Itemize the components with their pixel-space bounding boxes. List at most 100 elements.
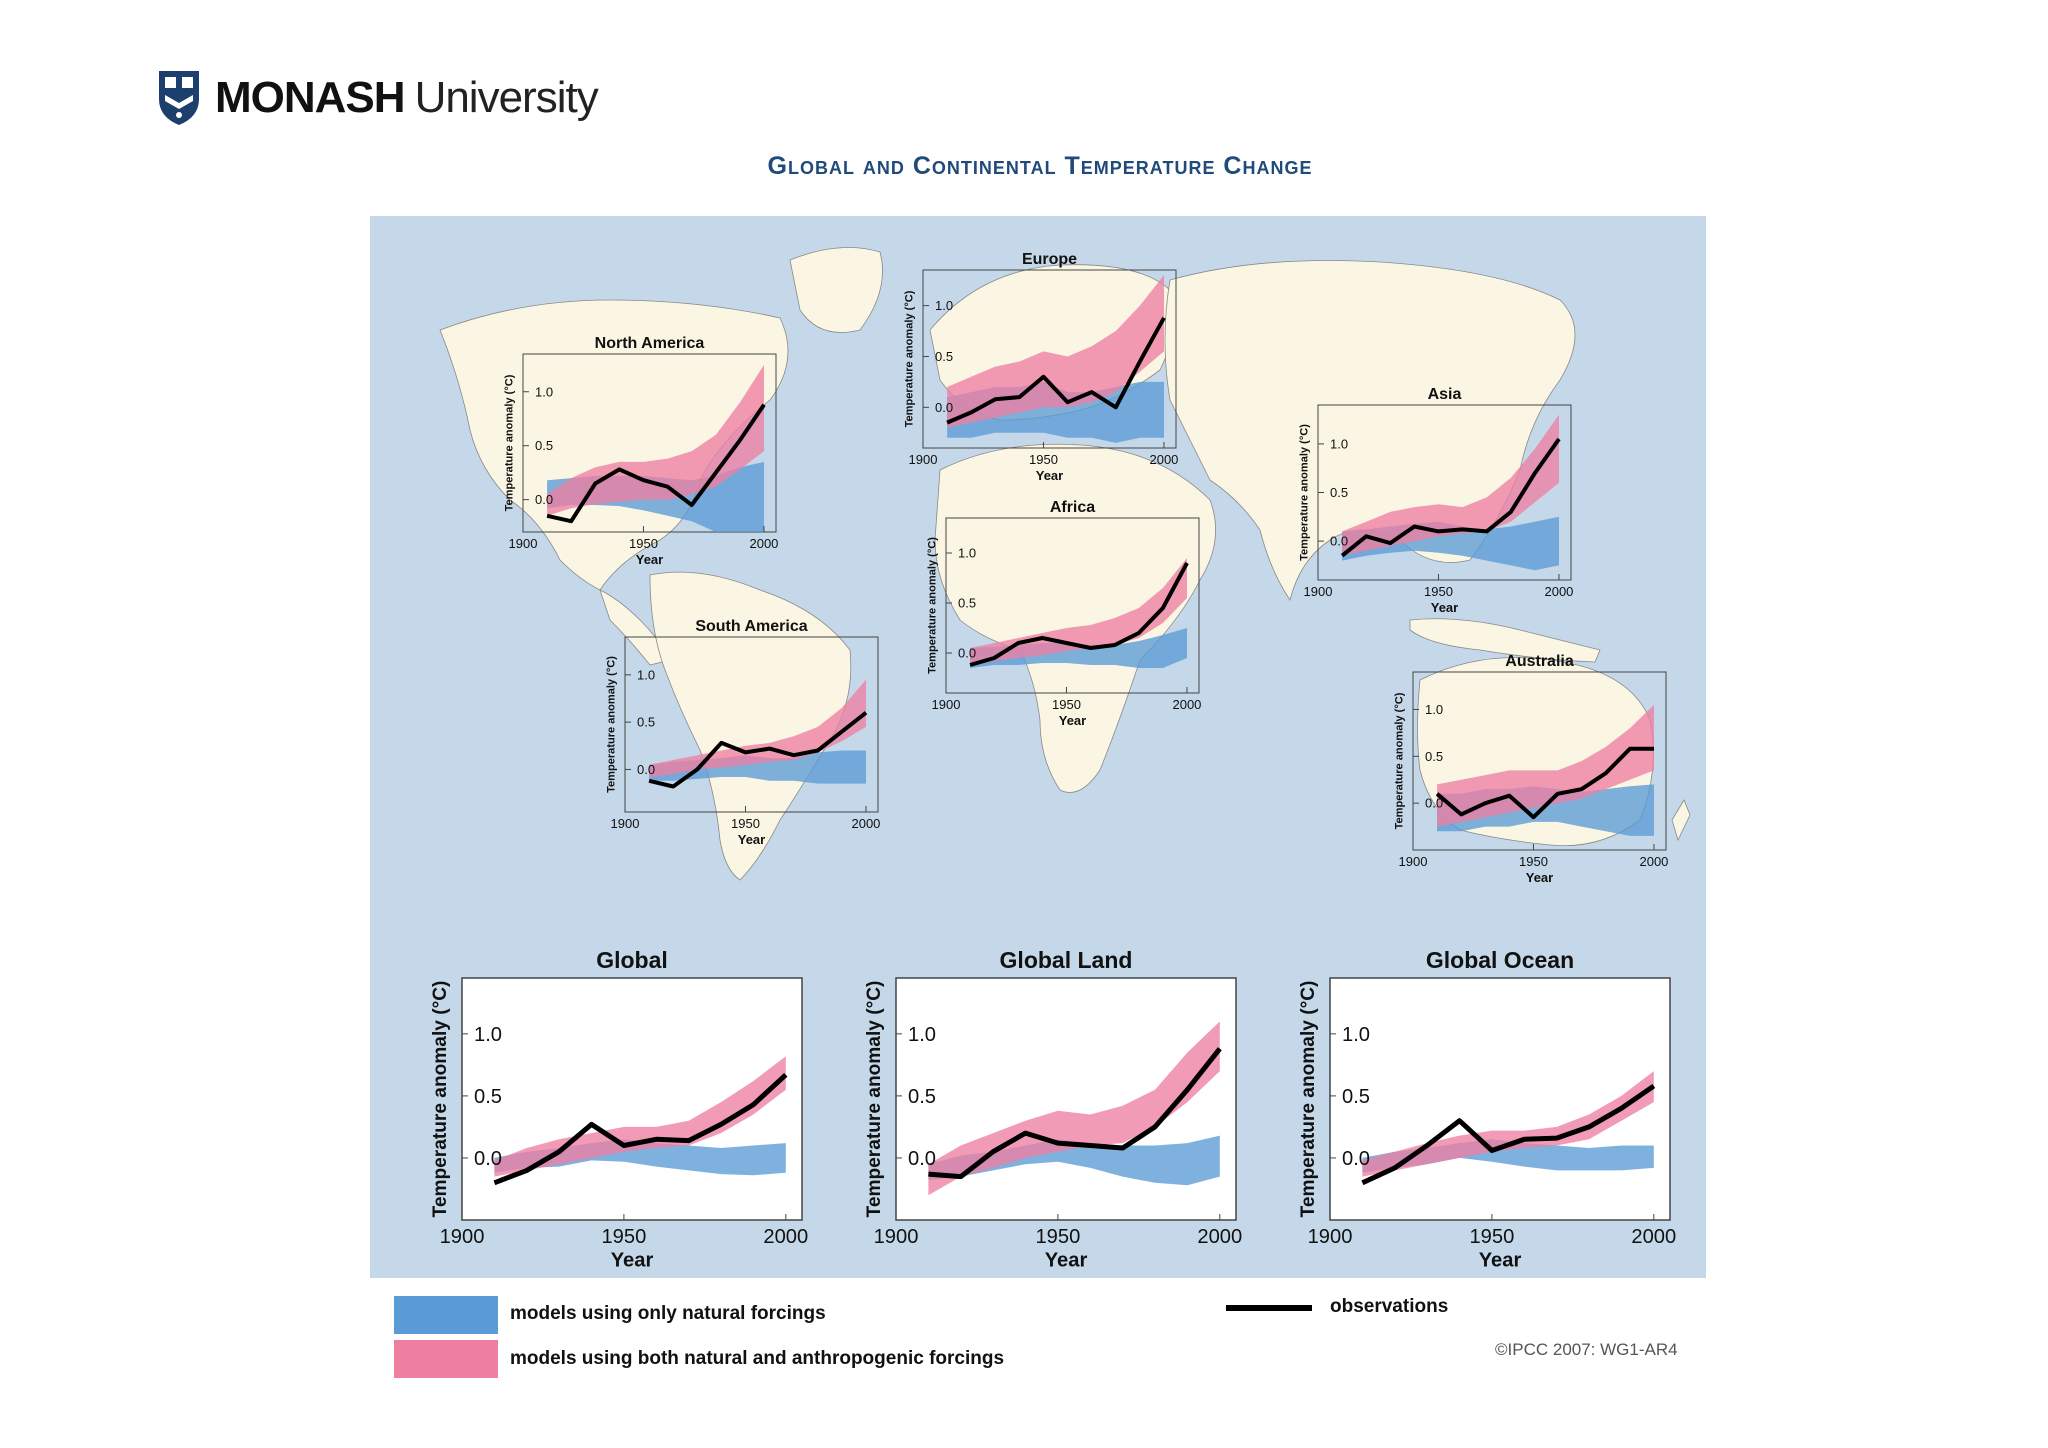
legend-natural-swatch [394,1296,498,1334]
panel-global: Global 1900 1950 2000 Year 0.0 0.5 1.0 Temperatu… [430,947,808,1271]
north-america-frame [522,353,777,533]
europe-xtick-label: 1900 [909,452,938,467]
north-america-xtick-label: 2000 [749,536,778,551]
global-ocean-xtick-label: 2000 [1631,1226,1676,1248]
new-zealand-shape [1671,799,1691,842]
panel-global-land: Global Land 1900 1950 2000 Year 0.0 0.5 1.0 Temp… [864,947,1242,1271]
panel-europe: Europe 1900 1950 2000 Year 0.0 0.5 1.0 Temperatu… [904,251,1179,483]
asia-ytick-label: 0.0 [1330,534,1348,549]
europe-xtick-label: 2000 [1149,452,1178,467]
africa-ylabel: Temperature anomaly (°C) [927,537,939,674]
australia-xtick-label: 2000 [1639,854,1668,869]
global-title: Global [596,947,668,973]
europe-ylabel: Temperature anomaly (°C) [904,290,916,427]
africa-title: Africa [1050,499,1095,516]
global-land-xtick-label: 1900 [874,1226,919,1248]
north-america-ytick-label: 0.5 [535,438,553,453]
asia-title: Asia [1428,386,1462,403]
africa-xtick-label: 1950 [1052,697,1081,712]
legend-both-swatch [394,1340,498,1378]
north-america-observations-line [546,403,766,524]
global-observations-line [493,1072,788,1186]
north-america-xtick-label: 1950 [629,536,658,551]
north-america-xlabel: Year [636,552,663,567]
legend-observations-label: observations [1330,1296,1449,1317]
north-america-ytick-label: 0.0 [535,492,553,507]
australia-anthropogenic-band [1437,704,1654,827]
global-land-ytick-label: 0.5 [908,1086,936,1108]
asia-ytick-label: 1.0 [1330,436,1348,451]
asia-anthropogenic-band [1342,414,1559,556]
global-xtick-label: 1950 [601,1226,646,1248]
australia-observations-line [1435,746,1654,820]
asia-observations-line [1340,437,1561,558]
global-ocean-ytick-label: 1.0 [1342,1024,1370,1046]
indonesia-shape [1409,618,1601,663]
panel-north-america: North America 1900 1950 2000 Year 0.0 0.5 1.0 Te… [504,335,779,567]
panel-south-america: South America 1900 1950 2000 Year 0.0 0.5 1.0 Te… [606,618,881,847]
africa-xlabel: Year [1059,713,1086,728]
global-land-title: Global Land [1000,947,1133,973]
africa-xtick-label: 1900 [932,697,961,712]
north-america-ytick-label: 1.0 [535,384,553,399]
global-ytick-label: 0.5 [474,1086,502,1108]
global-ocean-ytick-label: 0.5 [1342,1086,1370,1108]
global-land-ytick-label: 1.0 [908,1024,936,1046]
south-america-shape [649,571,852,881]
global-xtick-label: 1900 [440,1226,485,1248]
australia-xtick-label: 1950 [1519,854,1548,869]
global-ocean-ylabel: Temperature anomaly (°C) [1298,981,1319,1218]
north-america-xtick-label: 1900 [509,536,538,551]
south-america-title: South America [695,618,807,635]
global-land-ylabel: Temperature anomaly (°C) [864,981,885,1218]
global-ocean-observations-line [1361,1083,1656,1186]
panel-africa: Africa 1900 1950 2000 Year 0.0 0.5 1.0 Temperatu… [927,499,1202,728]
south-america-xtick-label: 1950 [731,816,760,831]
africa-ytick-label: 0.0 [958,646,976,661]
africa-frame [945,517,1200,694]
south-america-ylabel: Temperature anomaly (°C) [606,656,618,793]
north-america-ylabel: Temperature anomaly (°C) [504,374,516,511]
australia-ylabel: Temperature anomaly (°C) [1394,692,1406,829]
south-america-ytick-label: 1.0 [637,667,655,682]
global-ocean-frame [1329,977,1671,1221]
europe-ytick-label: 0.5 [935,349,953,364]
global-land-xtick-label: 1950 [1035,1226,1080,1248]
australia-ytick-label: 0.0 [1425,796,1443,811]
copyright-credit: ©IPCC 2007: WG1-AR4 [1495,1340,1678,1359]
africa-ytick-label: 1.0 [958,546,976,561]
global-land-xtick-label: 2000 [1197,1226,1242,1248]
europe-xlabel: Year [1036,468,1063,483]
brand-name: MONASH [215,73,406,122]
asia-xtick-label: 1900 [1304,584,1333,599]
global-xlabel: Year [611,1249,654,1271]
australia-frame [1412,671,1667,851]
global-land-observations-line [928,1047,1222,1180]
asia-ytick-label: 0.5 [1330,485,1348,500]
australia-xlabel: Year [1526,870,1553,885]
global-ocean-xtick-label: 1950 [1469,1226,1514,1248]
europe-anthropogenic-band [947,275,1164,428]
europe-frame [922,269,1177,449]
australia-ytick-label: 0.5 [1425,749,1443,764]
monash-logo: MONASH University [155,68,599,128]
panel-global-ocean: Global Ocean 1900 1950 2000 Year 0.0 0.5 1.0 Tem… [1298,947,1676,1271]
global-land-ytick-label: 0.0 [908,1148,936,1170]
australia-title: Australia [1505,653,1574,670]
global-land-natural-band [928,1135,1220,1186]
australia-xtick-label: 1900 [1399,854,1428,869]
crest-icon [159,71,199,125]
africa-ytick-label: 0.5 [958,596,976,611]
legend-both-label: models using both natural and anthropoge… [510,1348,1005,1369]
brand-sub: University [414,73,599,122]
panel-asia: Asia 1900 1950 2000 Year 0.0 0.5 1.0 Temperature… [1299,386,1574,615]
global-land-anthropogenic-band [928,1021,1220,1196]
global-ocean-anthropogenic-band [1362,1071,1654,1177]
greenland-shape [789,247,883,333]
africa-anthropogenic-band [970,558,1187,665]
asia-xlabel: Year [1431,600,1458,615]
asia-xtick-label: 1950 [1424,584,1453,599]
asia-ylabel: Temperature anomaly (°C) [1299,424,1311,561]
global-ocean-ytick-label: 0.0 [1342,1148,1370,1170]
